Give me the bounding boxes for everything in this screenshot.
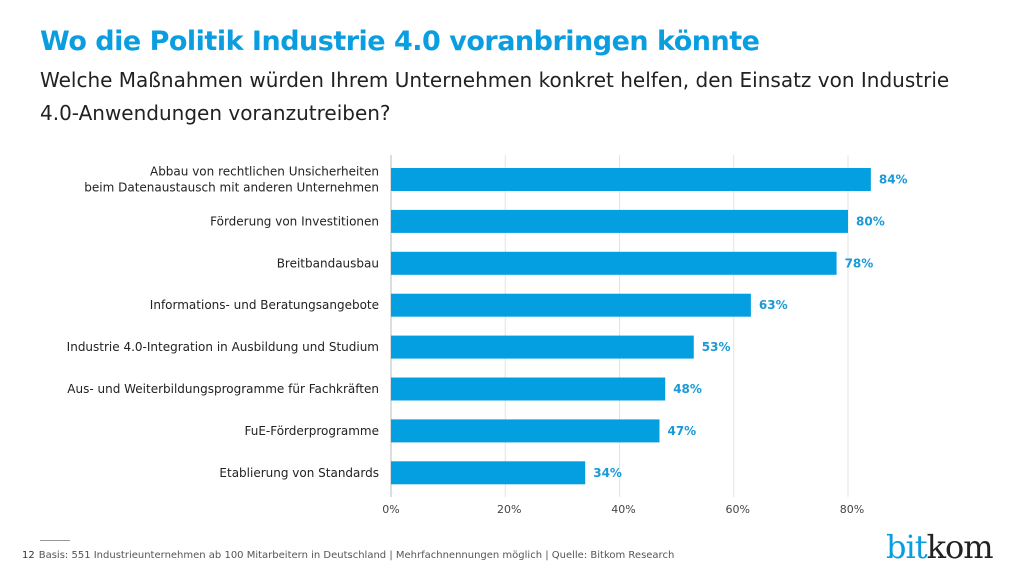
page-title: Wo die Politik Industrie 4.0 voranbringe… bbox=[40, 26, 760, 57]
category-label: Abbau von rechtlichen Unsicherheiten bbox=[150, 165, 379, 179]
bar bbox=[391, 419, 660, 443]
bar bbox=[391, 293, 751, 317]
data-label: 63% bbox=[759, 298, 788, 312]
category-label: Breitbandausbau bbox=[277, 256, 379, 270]
data-label: 34% bbox=[593, 466, 622, 480]
x-tick-label: 60% bbox=[726, 503, 750, 516]
category-label: FuE-Förderprogramme bbox=[244, 424, 379, 438]
x-tick-label: 80% bbox=[840, 503, 864, 516]
x-tick-label: 20% bbox=[497, 503, 521, 516]
category-label: Aus- und Weiterbildungsprogramme für Fac… bbox=[67, 382, 379, 396]
category-label: Förderung von Investitionen bbox=[210, 214, 379, 228]
bar bbox=[391, 335, 694, 359]
footer-divider bbox=[40, 540, 70, 541]
data-label: 84% bbox=[879, 173, 908, 187]
data-label: 78% bbox=[845, 256, 874, 270]
footer-note: Basis: 551 Industrieunternehmen ab 100 M… bbox=[38, 550, 675, 561]
bar bbox=[391, 168, 871, 191]
x-tick-label: 40% bbox=[611, 503, 635, 516]
page-number: 12 bbox=[22, 550, 35, 561]
data-label: 80% bbox=[856, 214, 885, 228]
bar bbox=[391, 251, 837, 275]
category-label: Industrie 4.0-Integration in Ausbildung … bbox=[67, 340, 379, 354]
page-subtitle: Welche Maßnahmen würden Ihrem Unternehme… bbox=[40, 68, 950, 125]
bitkom-logo: bitkom bbox=[886, 528, 994, 566]
data-label: 48% bbox=[673, 382, 702, 396]
bar bbox=[391, 461, 586, 485]
x-tick-label: 0% bbox=[382, 503, 399, 516]
category-label: beim Datenaustausch mit anderen Unterneh… bbox=[84, 181, 379, 195]
footer: 12 Basis: 551 Industrieunternehmen ab 100… bbox=[22, 550, 674, 561]
category-label: Etablierung von Standards bbox=[219, 466, 379, 480]
bar bbox=[391, 377, 666, 401]
data-label: 53% bbox=[702, 340, 731, 354]
category-label: Informations- und Beratungsangebote bbox=[150, 298, 379, 312]
bar bbox=[391, 209, 848, 233]
data-label: 47% bbox=[667, 424, 696, 438]
